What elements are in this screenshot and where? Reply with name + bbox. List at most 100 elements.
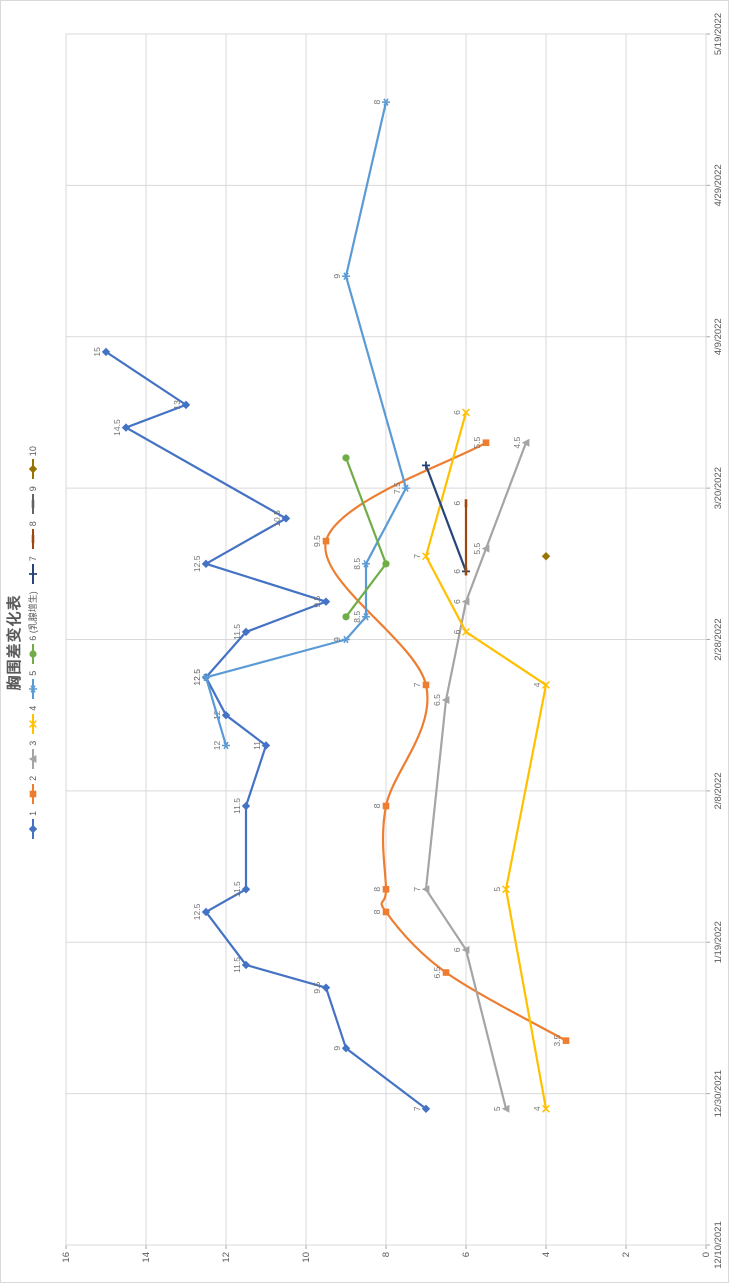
data-point — [421, 885, 430, 894]
data-label: 12.5 — [192, 669, 202, 686]
legend-marker-icon — [29, 783, 36, 804]
series-5: 12 12.5 9 8.5 8.5 7.5 9 8 — [192, 98, 410, 750]
legend-item-9: 9 — [27, 486, 38, 515]
legend-marker-icon — [28, 643, 37, 664]
legend-marker-icon — [28, 713, 37, 734]
x-axis-label: 3/20/2022 — [713, 467, 724, 509]
legend-label: 2 — [27, 775, 38, 781]
data-label: 7.5 — [392, 482, 402, 494]
data-label: 11.5 — [232, 624, 242, 640]
data-label: 11.5 — [232, 881, 242, 897]
data-label: 7 — [412, 554, 422, 559]
y-axis-label: 14 — [141, 1252, 152, 1263]
data-point — [322, 537, 330, 545]
data-label: 6 — [452, 501, 462, 506]
data-point — [321, 597, 331, 606]
x-axis-label: 12/30/2021 — [713, 1070, 724, 1118]
data-point — [382, 885, 390, 893]
data-point — [241, 960, 251, 970]
data-label: 3.5 — [552, 1034, 562, 1046]
data-label: 7 — [412, 1106, 422, 1111]
data-label: 8.5 — [352, 558, 362, 570]
plot-area-border — [65, 33, 707, 1246]
y-axis-label: 0 — [701, 1252, 712, 1257]
x-axis-label: 12/10/2021 — [713, 1221, 724, 1269]
data-point — [562, 1037, 570, 1044]
x-axis-label: 2/28/2022 — [713, 618, 724, 660]
legend-item-8: 8 — [28, 521, 38, 550]
legend-marker-icon — [28, 748, 36, 769]
data-label: 11.5 — [232, 798, 242, 814]
data-label: 11 — [252, 741, 262, 750]
data-label: 8 — [372, 803, 382, 808]
series-2: 3.5 6.5 8 8 8 7 9.5 5.5 — [312, 437, 570, 1047]
legend-item-5: 5 — [28, 671, 38, 699]
y-axis-label: 12 — [221, 1252, 232, 1263]
data-point — [321, 983, 331, 992]
legend-label: 5 — [27, 670, 38, 676]
data-label: 8.5 — [352, 611, 362, 623]
data-point — [342, 613, 350, 621]
data-point — [461, 945, 470, 954]
data-label: 8 — [372, 99, 382, 104]
legend-marker-icon — [28, 818, 37, 839]
data-label: 7 — [412, 682, 422, 687]
data-label: 4 — [532, 682, 542, 687]
data-point — [222, 741, 230, 750]
data-label: 12.5 — [192, 903, 202, 920]
data-point — [281, 514, 291, 523]
legend-label: 9 — [27, 486, 38, 492]
data-point — [441, 696, 450, 705]
legend-label: 4 — [27, 705, 38, 711]
x-axis-label: 2/8/2022 — [713, 772, 724, 809]
data-point — [382, 98, 390, 106]
data-label: 11.5 — [232, 957, 242, 973]
y-axis-label: 4 — [541, 1252, 552, 1257]
data-label: 12 — [212, 740, 222, 750]
data-label: 7 — [412, 887, 422, 892]
data-point — [241, 885, 251, 894]
data-point — [482, 439, 490, 447]
data-point — [202, 673, 210, 682]
series-line-2 — [324, 441, 567, 1042]
data-label: 6.5 — [432, 694, 442, 706]
data-point — [481, 544, 490, 553]
series-7 — [422, 461, 470, 576]
series-1: 7 9 9.5 11.5 12.5 11.5 11.5 11 12 12.5 11.5 9.5 12.5… — [92, 347, 431, 1113]
legend-item-4: 4 — [28, 706, 38, 734]
data-point — [362, 560, 370, 568]
data-point — [201, 907, 211, 917]
series-8: 66 — [452, 499, 468, 576]
legend-label: 7 — [27, 556, 38, 562]
data-label: 9 — [332, 274, 342, 279]
data-label: 6.5 — [432, 966, 442, 978]
data-label: 4.5 — [512, 437, 522, 449]
data-point — [382, 802, 390, 810]
axes: 12/10/2021 12/30/2021 1/19/2022 2/8/2022 2/2… — [61, 13, 724, 1269]
data-label: 8 — [372, 909, 382, 914]
legend-label: 3 — [27, 740, 38, 746]
data-point — [221, 710, 231, 720]
data-point — [342, 635, 350, 644]
y-axis-label: 10 — [301, 1252, 312, 1263]
legend-marker-icon — [31, 494, 34, 515]
data-point — [342, 272, 350, 280]
data-label: 6 — [452, 599, 462, 604]
x-axis-label: 4/29/2022 — [713, 164, 724, 206]
series-line-4 — [424, 412, 548, 1109]
legend-marker-icon — [28, 564, 37, 585]
y-axis-label: 2 — [621, 1252, 632, 1257]
data-label: 10.5 — [272, 510, 282, 527]
data-point — [261, 741, 271, 750]
data-point — [541, 552, 551, 561]
legend-label: 1 — [27, 810, 38, 816]
data-point — [241, 801, 251, 811]
data-point — [462, 408, 470, 417]
data-point — [341, 1044, 351, 1053]
x-axis-label: 5/19/2022 — [713, 13, 724, 55]
data-point — [461, 597, 470, 606]
data-label: 5 — [492, 1106, 502, 1111]
legend-marker-icon — [31, 529, 34, 550]
